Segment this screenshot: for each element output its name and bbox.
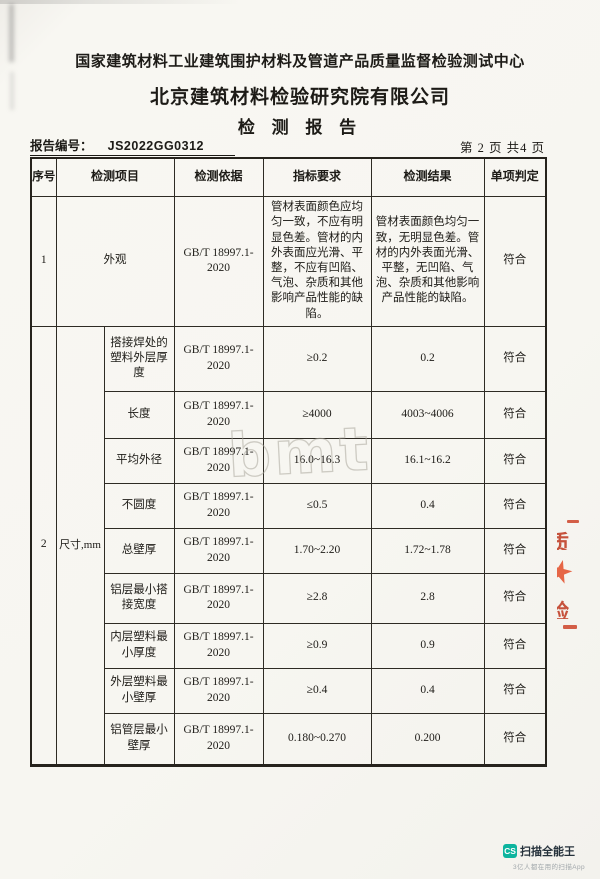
requirement-cell: ≥0.2 [262,325,372,392]
table-row: 1 外观 GB/T 18997.1-2020 管材表面颜色应均匀一致，不应有明显… [30,195,547,327]
header-requirement: 指标要求 [262,157,372,197]
company-name: 北京建筑材料检验研究院有限公司 [149,87,450,108]
header-serial: 序号 [30,157,57,197]
table-row: 平均外径 GB/T 18997.1-2020 16.0~16.3 16.1~16… [31,437,547,484]
result-cell: 0.9 [370,622,485,669]
subitem-cell: 不圆度 [103,482,175,529]
result-cell: 16.1~16.2 [370,437,485,484]
basis-cell: GB/T 18997.1-2020 [173,712,264,766]
verdict-cell: 符合 [483,195,547,327]
header-verdict: 单项判定 [483,157,547,197]
group-item-cell: 尺寸,mm [55,325,105,766]
stamp-star-icon: ★ [557,556,581,590]
stamp-glyph: 验 [557,600,569,619]
requirement-cell: ≥0.4 [262,667,372,714]
requirement-cell: ≥0.9 [262,622,372,669]
basis-cell: GB/T 18997.1-2020 [173,325,264,392]
basis-cell: GB/T 18997.1-2020 [173,195,264,327]
item-cell: 外观 [55,195,175,327]
table-row: 内层塑料最小厚度 GB/T 18997.1-2020 ≥0.9 0.9 符合 [31,622,547,669]
stamp-fragment [563,625,577,629]
verdict-cell: 符合 [483,712,547,766]
basis-cell: GB/T 18997.1-2020 [173,437,264,484]
result-cell: 0.2 [370,325,485,392]
table-row: 铝管层最小壁厚 GB/T 18997.1-2020 0.180~0.270 0.… [31,712,547,766]
result-cell: 4003~4006 [370,390,485,439]
report-title: 检 测 报 告 [237,118,363,137]
result-cell: 0.4 [370,482,485,529]
star-glyph: ★ [557,556,578,590]
serial-cell: 2 [30,325,57,766]
subitem-cell: 长度 [103,390,175,439]
camscanner-brand: 扫描全能王 [520,846,575,858]
header-item: 检测项目 [55,157,175,197]
basis-cell: GB/T 18997.1-2020 [173,622,264,669]
verdict-cell: 符合 [483,622,547,669]
result-cell: 1.72~1.78 [370,527,485,574]
subitem-cell: 总壁厚 [103,527,175,574]
verdict-cell: 符合 [483,390,547,439]
verdict-cell: 符合 [483,527,547,574]
basis-cell: GB/T 18997.1-2020 [173,390,264,439]
subitem-cell: 铝层最小搭接宽度 [103,572,175,624]
subitem-cell: 铝管层最小壁厚 [103,712,175,766]
result-cell: 管材表面颜色均匀一致，无明显色差。管材的内外表面光滑、平整，无凹陷、气泡、杂质和… [370,195,485,327]
basis-cell: GB/T 18997.1-2020 [173,527,264,574]
table-row: 铝层最小搭接宽度 GB/T 18997.1-2020 ≥2.8 2.8 符合 [31,572,547,624]
basis-cell: GB/T 18997.1-2020 [173,572,264,624]
result-cell: 0.200 [370,712,485,766]
requirement-cell: 1.70~2.20 [262,527,372,574]
results-table: 序号 检测项目 检测依据 指标要求 检测结果 单项判定 1 外观 GB/T 18… [30,157,548,767]
result-cell: 2.8 [370,572,485,624]
verdict-cell: 符合 [483,437,547,484]
requirement-cell: ≥4000 [262,390,372,439]
table-row: 长度 GB/T 18997.1-2020 ≥4000 4003~4006 符合 [31,390,547,439]
page-indicator: 第 2 页 共4 页 [459,141,545,155]
seam-stamp: 质 ★ 验 [557,520,583,629]
stamp-character-top: 质 [557,527,579,550]
requirement-cell: ≥2.8 [262,572,372,624]
subitem-cell: 平均外径 [103,437,175,484]
table-row: 外层塑料最小壁厚 GB/T 18997.1-2020 ≥0.4 0.4 符合 [31,667,547,714]
header-result: 检测结果 [370,157,485,197]
scan-artifact [0,0,600,4]
subitem-cell: 外层塑料最小壁厚 [103,667,175,714]
result-cell: 0.4 [370,667,485,714]
camscanner-tagline: 3亿人都在用的扫描App [513,864,585,871]
report-no-label: 报告编号： [30,139,93,153]
subitem-cell: 搭接焊处的塑料外层厚度 [103,325,175,392]
verdict-cell: 符合 [483,572,547,624]
stamp-glyph: 质 [557,531,569,550]
stamp-character-bottom: 验 [557,596,579,619]
requirement-cell: 16.0~16.3 [262,437,372,484]
verdict-cell: 符合 [483,325,547,392]
report-no-field: 报告编号： JS2022GG0312 [30,135,235,156]
basis-cell: GB/T 18997.1-2020 [173,482,264,529]
requirement-cell: 管材表面颜色应均匀一致，不应有明显色差。管材的内外表面应光滑、平整，不应有凹陷、… [262,195,372,327]
basis-cell: GB/T 18997.1-2020 [173,667,264,714]
table-row: 总壁厚 GB/T 18997.1-2020 1.70~2.20 1.72~1.7… [31,527,547,574]
table-row: 2 尺寸,mm 搭接焊处的塑料外层厚度 GB/T 18997.1-2020 ≥0… [30,325,547,766]
verdict-cell: 符合 [483,482,547,529]
report-no-value: JS2022GG0312 [107,139,204,153]
camscanner-watermark: CS 扫描全能王 3亿人都在用的扫描App [503,843,595,871]
serial-cell: 1 [30,195,57,327]
requirement-cell: ≤0.5 [262,482,372,529]
camscanner-logo-icon: CS [503,844,517,858]
subitem-cell: 内层塑料最小厚度 [103,622,175,669]
scan-artifact [10,72,14,110]
verdict-cell: 符合 [483,667,547,714]
header-basis: 检测依据 [173,157,264,197]
org-name-line: 国家建筑材料工业建筑围护材料及管道产品质量监督检验测试中心 [75,53,525,70]
scan-artifact [9,4,14,62]
requirement-cell: 0.180~0.270 [262,712,372,766]
table-header-row: 序号 检测项目 检测依据 指标要求 检测结果 单项判定 [30,157,547,197]
report-meta-row: 报告编号： JS2022GG0312 第 2 页 共4 页 [30,135,545,156]
table-row: 不圆度 GB/T 18997.1-2020 ≤0.5 0.4 符合 [31,482,547,529]
stamp-fragment [567,520,579,523]
